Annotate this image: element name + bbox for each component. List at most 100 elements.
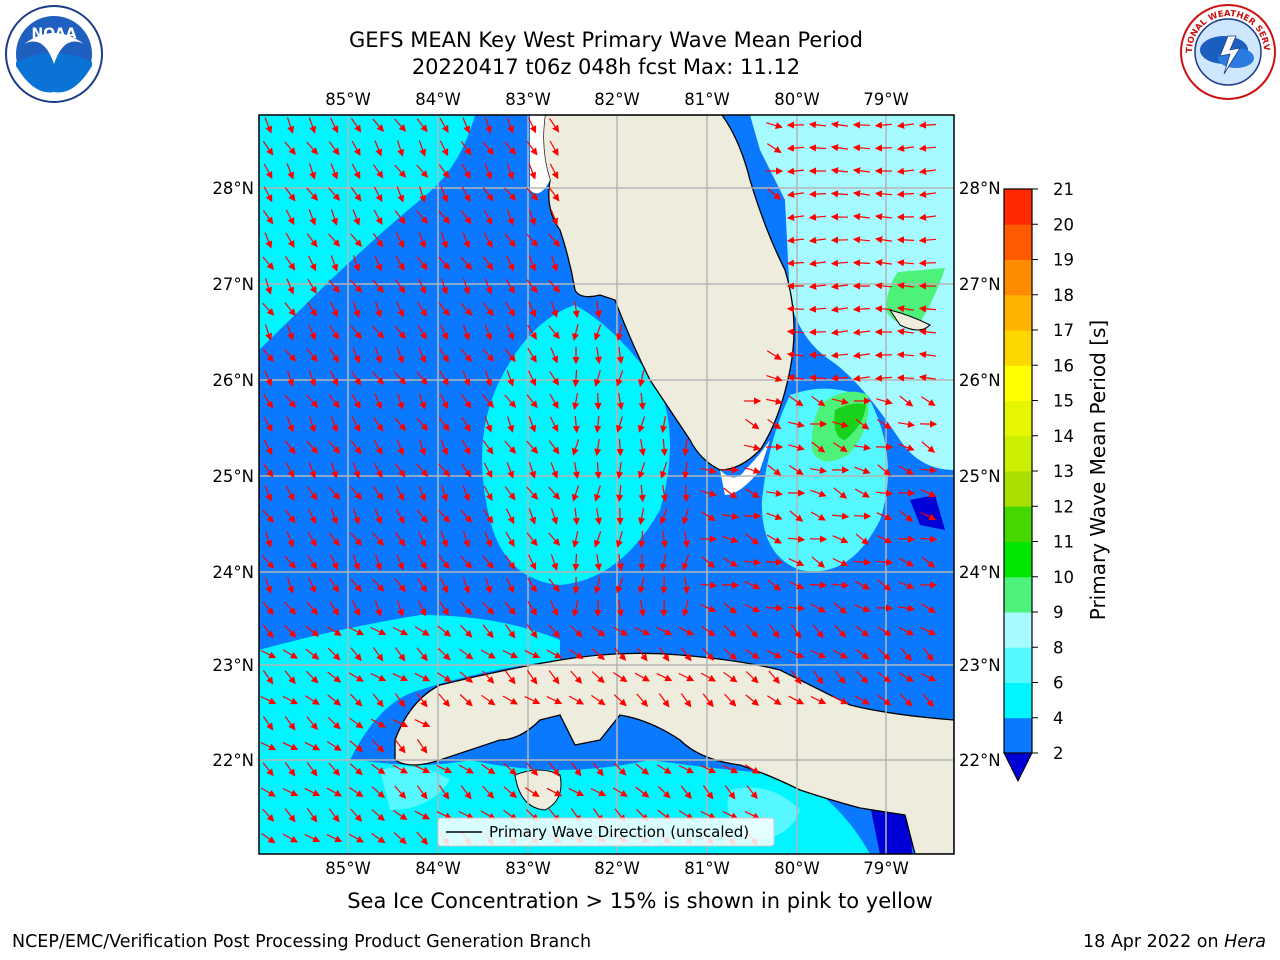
wave-arrow <box>326 834 343 843</box>
wave-arrow <box>591 625 606 637</box>
wave-arrow <box>852 213 870 221</box>
wave-arrow <box>896 144 914 152</box>
wave-arrow <box>416 210 429 224</box>
wave-arrow <box>438 509 451 523</box>
sea-ice-note: Sea Ice Concentration > 15% is shown in … <box>347 889 933 913</box>
wave-arrow <box>506 117 515 134</box>
wave-arrow <box>304 695 320 705</box>
wave-arrow <box>483 232 493 249</box>
colorbar-tick-label: 8 <box>1053 638 1064 657</box>
wave-arrow <box>414 719 431 728</box>
colorbar-segment <box>1004 365 1032 401</box>
wave-arrow <box>722 764 739 774</box>
wave-arrow <box>918 305 937 313</box>
wave-arrow <box>372 371 384 386</box>
wave-arrow <box>874 213 892 221</box>
wave-arrow <box>723 648 737 660</box>
wave-arrow <box>262 256 274 271</box>
wave-arrow <box>440 324 449 341</box>
wave-arrow <box>349 787 364 798</box>
wave-arrow <box>854 580 871 590</box>
colorbar-tick-label: 12 <box>1053 497 1074 516</box>
wave-arrow <box>898 557 915 567</box>
wave-arrow <box>418 393 427 410</box>
wave-arrow <box>505 255 515 272</box>
wave-arrow <box>550 508 559 525</box>
wave-arrow <box>766 649 783 659</box>
wave-arrow <box>744 581 761 590</box>
wave-arrow <box>570 762 582 777</box>
wave-arrow <box>460 210 472 225</box>
wave-arrow <box>306 187 319 201</box>
wave-arrow <box>723 602 738 614</box>
wave-arrow <box>438 302 450 317</box>
wave-arrow <box>918 328 936 336</box>
wave-arrow <box>786 236 804 244</box>
wave-arrow <box>656 627 673 636</box>
wave-arrow <box>571 485 580 502</box>
wave-arrow <box>594 554 602 572</box>
colorbar-tick-label: 14 <box>1053 427 1074 446</box>
wave-arrow <box>396 301 405 318</box>
wave-arrow <box>526 762 538 777</box>
colorbar-tick-label: 21 <box>1053 180 1074 199</box>
wave-arrow <box>811 556 826 568</box>
wave-arrow <box>327 716 341 730</box>
wave-arrow <box>682 577 690 595</box>
wave-arrow <box>855 648 870 660</box>
wave-arrow <box>392 718 409 728</box>
wave-arrow <box>571 439 580 456</box>
wave-arrow <box>657 785 671 799</box>
wave-arrow <box>352 255 361 272</box>
wave-arrow <box>853 558 872 566</box>
wave-arrow <box>261 832 276 844</box>
wave-arrow <box>307 554 318 570</box>
wave-arrow <box>700 511 716 522</box>
wave-arrow <box>852 236 871 244</box>
colorbar-tick-label: 16 <box>1053 356 1074 375</box>
wave-arrow <box>527 600 537 616</box>
wave-arrow <box>263 163 273 180</box>
wave-arrow <box>572 531 580 548</box>
wave-arrow <box>766 143 782 154</box>
wave-arrow <box>854 443 872 451</box>
wave-arrow <box>418 439 427 456</box>
wave-arrow <box>482 141 494 156</box>
wave-arrow <box>506 324 515 341</box>
wave-arrow <box>831 581 850 589</box>
wave-arrow <box>304 834 321 843</box>
wave-arrow <box>392 673 409 682</box>
wave-arrow <box>702 693 714 708</box>
wave-arrow <box>832 421 849 429</box>
wave-arrow <box>308 577 317 594</box>
wave-arrow <box>833 487 848 499</box>
wave-arrow <box>572 461 580 480</box>
wave-arrow <box>308 209 317 226</box>
wave-arrow <box>852 328 871 336</box>
wave-arrow <box>460 555 473 569</box>
coast-mask-b <box>720 440 770 495</box>
wave-arrow <box>262 141 274 156</box>
wave-arrow <box>483 209 493 226</box>
wave-arrow <box>680 647 692 662</box>
wave-arrow <box>416 463 429 477</box>
wave-arrow <box>264 577 273 594</box>
wave-arrow <box>681 554 690 571</box>
wave-arrow <box>306 141 319 155</box>
wave-arrow <box>504 601 516 616</box>
wave-arrow <box>329 117 339 134</box>
wave-arrow <box>766 534 782 544</box>
wave-arrow <box>329 577 339 593</box>
wave-arrow <box>440 439 449 456</box>
wave-arrow <box>659 462 668 479</box>
wave-arrow <box>504 141 517 155</box>
colorbar-segment <box>1004 471 1032 507</box>
wave-arrow <box>438 256 451 270</box>
wave-arrow <box>896 305 914 313</box>
wave-arrow <box>371 832 386 844</box>
wave-arrow <box>440 232 449 249</box>
wave-arrow <box>440 278 449 295</box>
wave-arrow <box>918 167 936 175</box>
wave-arrow <box>678 672 695 682</box>
wave-arrow <box>308 462 317 479</box>
